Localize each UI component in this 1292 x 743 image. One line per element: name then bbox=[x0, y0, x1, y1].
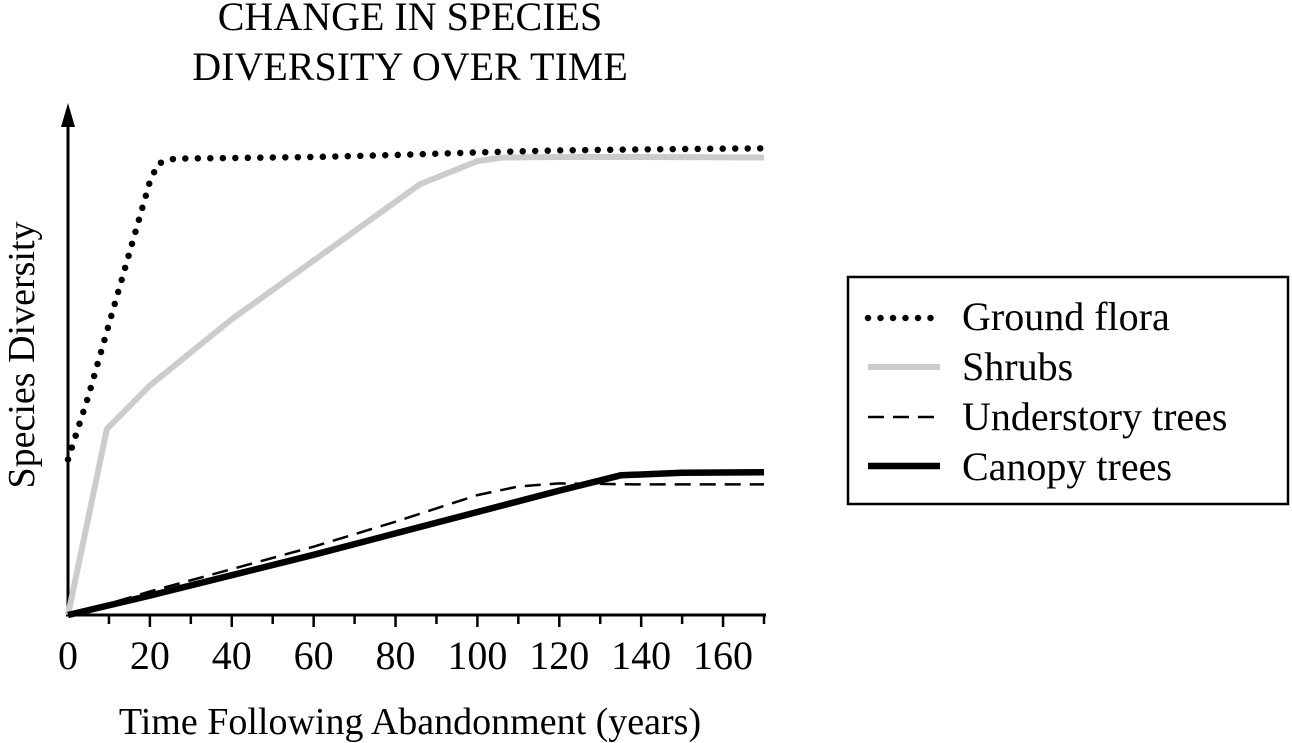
legend-label-shrubs: Shrubs bbox=[962, 344, 1073, 389]
x-tick-labels: 0 20 40 60 80 100 120 140 160 bbox=[58, 633, 753, 678]
legend-label-ground-flora: Ground flora bbox=[962, 294, 1170, 339]
x-tick-label-160: 160 bbox=[693, 633, 753, 678]
series-line-ground-flora bbox=[64, 145, 768, 463]
x-tick-label-20: 20 bbox=[130, 633, 170, 678]
chart-title-line-1: CHANGE IN SPECIES bbox=[218, 0, 602, 39]
series-line-understory-trees bbox=[67, 482, 764, 617]
legend-samples bbox=[864, 314, 944, 470]
series-line-shrubs bbox=[65, 154, 765, 616]
x-ticks bbox=[107, 615, 766, 627]
series-line-canopy-trees bbox=[67, 468, 765, 619]
x-tick-label-0: 0 bbox=[58, 633, 78, 678]
legend: Ground flora Shrubs Understory trees Can… bbox=[846, 275, 1290, 506]
x-tick-label-140: 140 bbox=[611, 633, 671, 678]
chart-title-line-2: DIVERSITY OVER TIME bbox=[192, 44, 628, 89]
x-tick-label-120: 120 bbox=[529, 633, 589, 678]
y-axis-label: Species Diversity bbox=[1, 221, 43, 488]
x-tick-label-60: 60 bbox=[294, 633, 334, 678]
y-axis-arrowhead bbox=[61, 103, 75, 127]
legend-label-canopy-trees: Canopy trees bbox=[962, 444, 1172, 489]
series-lines bbox=[64, 145, 768, 619]
x-axis-label: Time Following Abandonment (years) bbox=[119, 701, 701, 743]
x-tick-label-100: 100 bbox=[447, 633, 507, 678]
x-tick-label-80: 80 bbox=[376, 633, 416, 678]
x-tick-label-40: 40 bbox=[212, 633, 252, 678]
legend-label-understory-trees: Understory trees bbox=[962, 394, 1227, 439]
